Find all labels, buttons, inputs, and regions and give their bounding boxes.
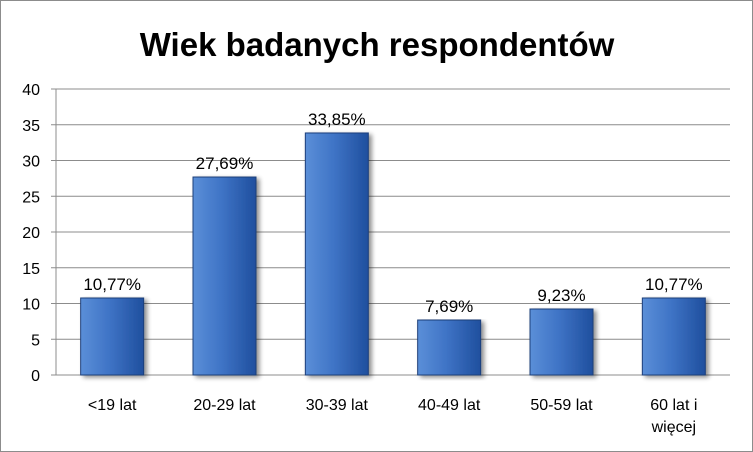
data-label: 10,77% <box>83 275 141 294</box>
data-label: 9,23% <box>537 286 585 305</box>
x-category-label: 50-59 lat <box>530 397 593 414</box>
data-label: 33,85% <box>308 110 366 129</box>
y-tick-label: 0 <box>31 368 40 385</box>
axes <box>51 88 730 376</box>
x-axis-categories: <19 lat 20-29 lat 30-39 lat 40-49 lat 50-59 … <box>88 397 697 436</box>
x-category-label: więcej <box>651 419 696 436</box>
x-category-label: 30-39 lat <box>306 397 369 414</box>
bar <box>417 319 482 376</box>
chart-title: Wiek badanych respondentów <box>140 26 615 63</box>
bar <box>192 176 257 376</box>
data-label: 10,77% <box>645 275 703 294</box>
y-tick-label: 40 <box>22 82 40 99</box>
bar <box>641 297 706 376</box>
y-tick-label: 10 <box>22 297 40 314</box>
bar <box>80 297 145 376</box>
y-tick-label: 35 <box>22 118 40 135</box>
y-tick-label: 15 <box>22 261 40 278</box>
x-category-label: 60 lat i <box>650 397 697 414</box>
y-tick-label: 20 <box>22 225 40 242</box>
gridlines <box>56 88 730 340</box>
bar <box>529 308 594 376</box>
data-labels: 10,77% 27,69% 33,85% 7,69% 9,23% 10,77% <box>83 110 702 316</box>
x-category-label: 20-29 lat <box>193 397 256 414</box>
y-axis-ticks: 0 5 10 15 20 25 30 35 40 <box>22 82 40 385</box>
x-category-label: <19 lat <box>88 397 137 414</box>
data-label: 27,69% <box>196 154 254 173</box>
x-category-label: 40-49 lat <box>418 397 481 414</box>
y-tick-label: 25 <box>22 189 40 206</box>
y-tick-label: 5 <box>31 332 40 349</box>
bar <box>304 132 369 376</box>
data-label: 7,69% <box>425 297 473 316</box>
y-tick-label: 30 <box>22 154 40 171</box>
bars <box>80 132 706 376</box>
